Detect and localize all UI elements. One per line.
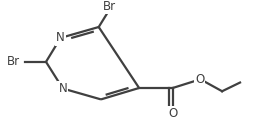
Text: N: N xyxy=(56,31,65,44)
Text: N: N xyxy=(59,82,67,95)
Text: O: O xyxy=(168,107,177,120)
Text: O: O xyxy=(195,73,204,86)
Text: Br: Br xyxy=(7,55,20,68)
Text: Br: Br xyxy=(103,0,117,13)
